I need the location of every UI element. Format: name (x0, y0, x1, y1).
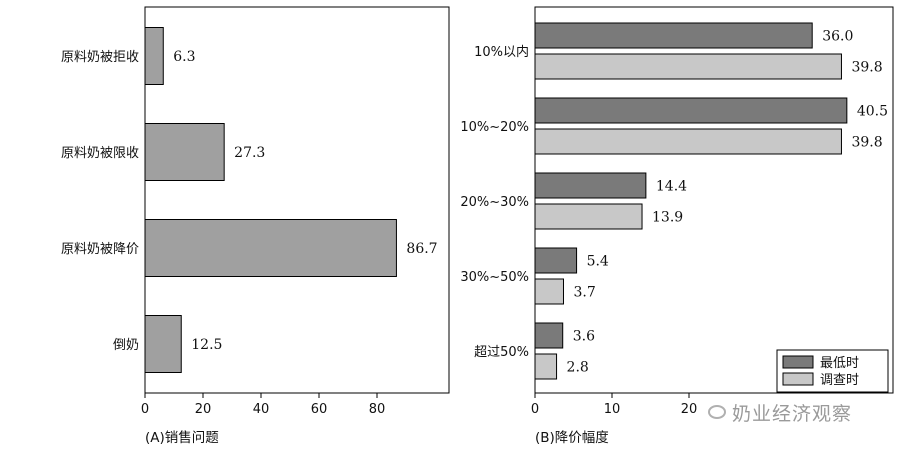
panel-b-data-label: 3.7 (573, 285, 595, 301)
panel-b-bar (534, 353, 558, 380)
panel-b-data-label: 39.8 (851, 135, 882, 151)
panel-a-bar (144, 219, 397, 277)
panel-a-category-label: 原料奶被降价 (61, 242, 139, 257)
panel-b-bar (534, 322, 564, 349)
panel-b-bar (534, 172, 647, 199)
panel-a-data-label: 27.3 (234, 145, 265, 161)
panel-b-data-label: 3.6 (573, 329, 595, 345)
panel-b-category-label: 20%~30% (460, 195, 529, 210)
panel-a-bar (144, 123, 225, 181)
wechat-icon (708, 405, 726, 419)
panel-b-category-label: 10%以内 (474, 44, 529, 60)
panel-b-tick-label: 0 (531, 402, 539, 417)
panel-b-bar (534, 203, 643, 230)
legend-swatch (782, 355, 814, 369)
panel-b-bar (534, 278, 564, 305)
panel-b-data-label: 13.9 (652, 210, 683, 226)
watermark-text: 奶业经济观察 (732, 402, 853, 425)
panel-b-category-label: 10%~20% (460, 120, 529, 135)
panel-b-frame (534, 6, 894, 394)
panel-a-frame (144, 6, 450, 394)
panel-b-category-label: 超过50% (474, 345, 529, 360)
panel-b-tick-label: 10 (604, 402, 621, 417)
legend-label: 调查时 (820, 373, 859, 388)
panel-b-data-label: 2.8 (567, 360, 589, 376)
panel-a-bar (144, 315, 182, 373)
panel-b-category-label: 30%~50% (460, 270, 529, 285)
panel-b-bar (534, 247, 578, 274)
panel-a-data-label: 6.3 (173, 49, 195, 65)
panel-a-tick-label: 20 (195, 402, 212, 417)
panel-b-data-label: 36.0 (822, 29, 853, 45)
panel-b-bar (534, 53, 842, 80)
panel-b-tick-label: 20 (681, 402, 698, 417)
panel-a-category-label: 原料奶被拒收 (61, 50, 139, 65)
panel-b-data-label: 39.8 (851, 60, 882, 76)
panel-a-tick-label: 60 (311, 402, 328, 417)
panel-a-data-label: 12.5 (191, 337, 222, 353)
panel-a-tick-label: 0 (141, 402, 149, 417)
panel-a-tick-label: 80 (369, 402, 386, 417)
legend-swatch (782, 372, 814, 386)
panel-a-category-label: 原料奶被限收 (61, 146, 139, 161)
legend-label: 最低时 (820, 356, 859, 371)
panel-a-caption: (A)销售问题 (145, 430, 219, 446)
panel-a-bar (144, 27, 164, 85)
panel-b-data-label: 14.4 (656, 179, 687, 195)
panel-b-data-label: 40.5 (857, 104, 888, 120)
panel-b-bar (534, 128, 842, 155)
panel-a-tick-label: 40 (253, 402, 270, 417)
panel-a-data-label: 86.7 (406, 241, 437, 257)
panel-b-data-label: 5.4 (587, 254, 609, 270)
watermark: 奶业经济观察 (708, 398, 888, 426)
panel-b-bar (534, 22, 813, 49)
panel-a-category-label: 倒奶 (113, 338, 139, 353)
panel-b-caption: (B)降价幅度 (535, 430, 609, 446)
panel-b-bar (534, 97, 848, 124)
